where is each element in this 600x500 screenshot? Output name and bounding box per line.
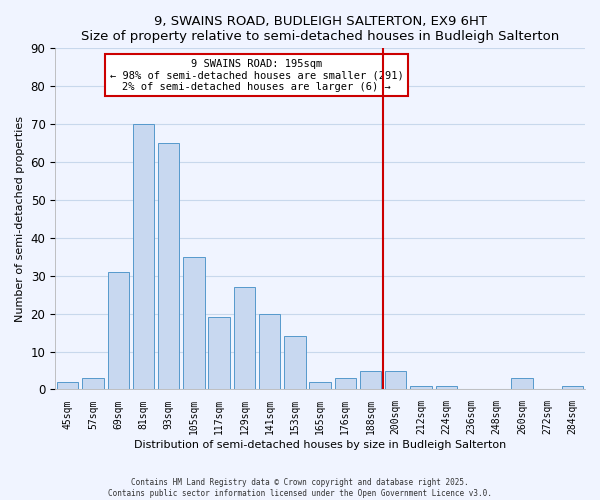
Bar — [436, 386, 457, 390]
Text: Contains HM Land Registry data © Crown copyright and database right 2025.
Contai: Contains HM Land Registry data © Crown c… — [108, 478, 492, 498]
Bar — [183, 257, 205, 390]
Bar — [360, 370, 381, 390]
Bar — [284, 336, 305, 390]
Bar — [410, 386, 432, 390]
Bar — [511, 378, 533, 390]
X-axis label: Distribution of semi-detached houses by size in Budleigh Salterton: Distribution of semi-detached houses by … — [134, 440, 506, 450]
Text: 9 SWAINS ROAD: 195sqm
← 98% of semi-detached houses are smaller (291)
2% of semi: 9 SWAINS ROAD: 195sqm ← 98% of semi-deta… — [110, 58, 403, 92]
Bar — [82, 378, 104, 390]
Bar — [259, 314, 280, 390]
Bar — [233, 287, 255, 390]
Bar — [107, 272, 129, 390]
Bar — [310, 382, 331, 390]
Bar — [385, 370, 406, 390]
Title: 9, SWAINS ROAD, BUDLEIGH SALTERTON, EX9 6HT
Size of property relative to semi-de: 9, SWAINS ROAD, BUDLEIGH SALTERTON, EX9 … — [81, 15, 559, 43]
Y-axis label: Number of semi-detached properties: Number of semi-detached properties — [15, 116, 25, 322]
Bar — [208, 318, 230, 390]
Bar — [133, 124, 154, 390]
Bar — [57, 382, 79, 390]
Bar — [158, 143, 179, 390]
Bar — [335, 378, 356, 390]
Bar — [562, 386, 583, 390]
